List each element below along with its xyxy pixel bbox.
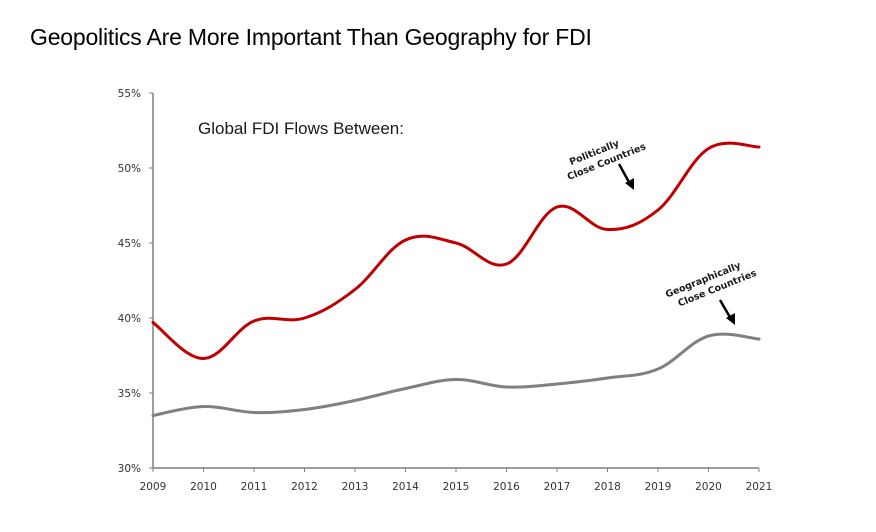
x-tick-label: 2017 <box>544 481 571 493</box>
y-tick-label: 45% <box>118 238 141 250</box>
page-title: Geopolitics Are More Important Than Geog… <box>30 24 592 50</box>
annotation-geographically-close: Geographically Close Countries <box>664 260 759 310</box>
x-tick-label: 2013 <box>342 481 369 493</box>
y-tick-label: 35% <box>118 388 141 400</box>
series-line-politically-close <box>151 141 761 361</box>
arrow-geographically-icon <box>718 299 735 325</box>
chart-subtitle: Global FDI Flows Between: <box>198 119 404 138</box>
x-tick-label: 2021 <box>746 481 773 493</box>
x-tick-label: 2020 <box>695 481 722 493</box>
x-tick-label: 2014 <box>392 481 419 493</box>
series-lines <box>151 141 761 417</box>
x-tick-label: 2009 <box>140 481 167 493</box>
x-tick-label: 2018 <box>594 481 621 493</box>
annotation-politically-close: Politically Close Countries <box>566 138 648 183</box>
x-tick-label: 2019 <box>645 481 672 493</box>
y-axis-ticks: 30% 35% 40% 45% 50% 55% <box>118 88 153 475</box>
y-tick-label: 40% <box>118 313 141 325</box>
y-tick-label: 55% <box>118 88 141 100</box>
arrow-politically-icon <box>617 163 634 190</box>
y-tick-label: 30% <box>118 463 141 475</box>
y-tick-label: 50% <box>118 163 141 175</box>
x-axis-ticks: 2009 2010 2011 2012 2013 2014 2015 2016 2017 2018… <box>140 468 773 493</box>
x-tick-label: 2012 <box>291 481 318 493</box>
series-line-geographically-close <box>151 332 761 417</box>
x-tick-label: 2016 <box>493 481 520 493</box>
x-tick-label: 2010 <box>190 481 217 493</box>
x-tick-label: 2015 <box>443 481 470 493</box>
x-tick-label: 2011 <box>241 481 268 493</box>
